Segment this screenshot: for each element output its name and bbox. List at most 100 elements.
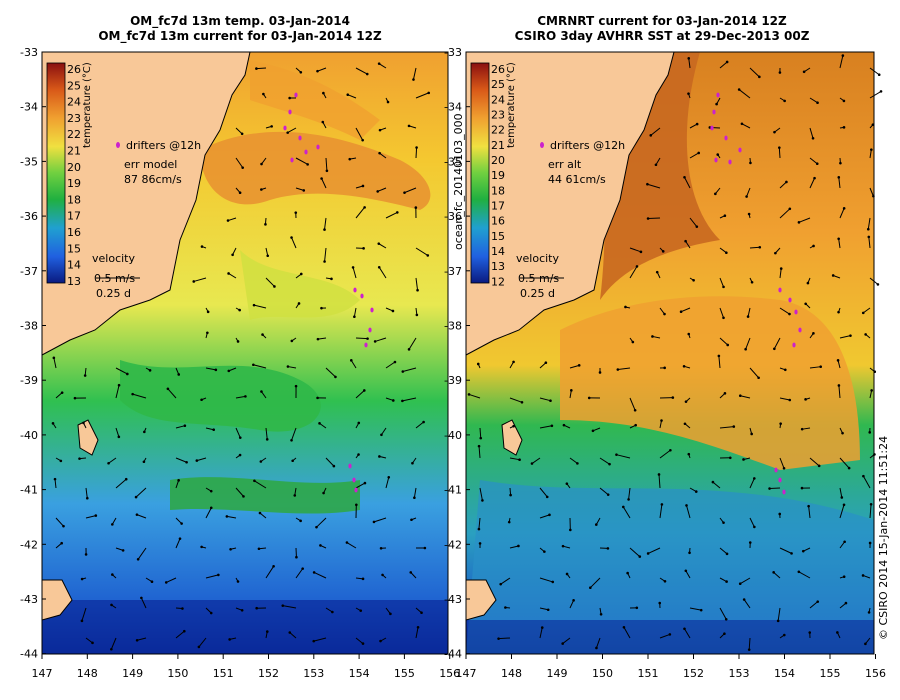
current-vector-head — [238, 453, 242, 457]
lon-tick-label: 147 — [32, 667, 53, 680]
current-vector — [749, 478, 755, 489]
left-velocity-label: velocity — [92, 252, 135, 265]
current-vector-head — [264, 223, 267, 226]
current-vector-head — [867, 611, 871, 614]
colorbar-tick-label: 19 — [491, 169, 505, 182]
current-vector — [869, 277, 879, 285]
colorbar-tick-label: 14 — [491, 245, 505, 258]
current-vector-head — [177, 373, 181, 376]
colorbar-tick-label: 24 — [491, 93, 505, 106]
current-vector-head — [200, 545, 203, 549]
current-vector-head — [807, 504, 810, 508]
current-vector-head — [512, 360, 515, 364]
current-vector-head — [634, 423, 637, 427]
current-vector-head — [773, 130, 776, 134]
current-vector-head — [361, 577, 365, 581]
current-vector-head — [683, 175, 686, 179]
current-vector — [539, 425, 552, 429]
right-coastline-mainland — [466, 52, 675, 356]
current-vector — [54, 479, 57, 489]
current-vector-head — [91, 641, 94, 645]
current-vector-head — [797, 221, 801, 224]
current-vector-head — [868, 431, 872, 434]
current-vector — [256, 67, 267, 70]
left-colorbar-label: temperature (°C) — [82, 62, 93, 148]
colorbar-tick-label: 20 — [67, 161, 81, 174]
current-vector-head — [776, 619, 780, 623]
colorbar-tick-label: 12 — [491, 275, 505, 288]
current-vector-head — [379, 639, 382, 643]
current-vector-head — [683, 627, 686, 631]
current-vector-head — [299, 70, 303, 74]
current-vector-head — [377, 242, 381, 245]
drifter-marker — [304, 149, 308, 155]
current-vector-head — [688, 551, 691, 555]
lon-tick-label: 153 — [729, 667, 750, 680]
current-vector — [205, 427, 214, 431]
left-colorbar-ticks: 26 25 24 23 22 21 20 19 18 17 16 15 14 13 — [67, 63, 81, 288]
lon-tick-label: 156 — [439, 667, 460, 680]
current-vector-head — [362, 389, 366, 392]
current-vector — [808, 506, 811, 519]
current-vector-head — [722, 316, 725, 320]
current-vector — [253, 364, 267, 369]
current-vector-head — [635, 606, 639, 610]
current-vector — [650, 127, 661, 136]
current-vector-head — [561, 544, 565, 548]
current-vector — [137, 547, 147, 560]
lat-tick-label: -35 — [444, 155, 462, 168]
current-vector-head — [290, 438, 293, 442]
right-map — [466, 52, 874, 654]
current-vector — [385, 477, 390, 489]
current-vector-head — [740, 122, 744, 126]
current-vector — [802, 427, 811, 430]
current-vector-head — [260, 188, 263, 191]
current-vector-head — [180, 522, 183, 525]
current-vector — [287, 366, 297, 369]
current-vector-head — [753, 477, 756, 480]
left-err-value: 87 86cm/s — [124, 173, 182, 186]
current-vector — [352, 267, 357, 279]
current-vector — [869, 187, 874, 197]
right-drifters-label: drifters @12h — [550, 139, 626, 152]
current-vector — [779, 208, 791, 219]
current-vector — [265, 427, 268, 440]
current-vector-head — [861, 574, 865, 577]
run-id-label: ocean_fc_20140103_000 — [452, 113, 465, 250]
current-vector — [324, 217, 327, 230]
colorbar-tick-label: 13 — [67, 275, 81, 288]
current-vector-head — [861, 311, 865, 315]
current-vector-head — [788, 207, 792, 211]
current-vector — [325, 157, 328, 171]
current-vector-head — [570, 389, 573, 392]
current-vector-head — [164, 581, 168, 584]
current-vector — [779, 547, 792, 554]
drifter-marker — [738, 147, 742, 153]
current-vector-head — [837, 310, 840, 314]
current-vector — [381, 427, 387, 436]
current-vector-head — [772, 571, 775, 574]
current-vector — [509, 545, 519, 549]
current-vector-head — [864, 333, 867, 336]
lon-tick-label: 156 — [865, 667, 886, 680]
current-vector — [688, 58, 691, 69]
current-vector-head — [361, 184, 365, 188]
current-vector-head — [200, 398, 203, 402]
current-vector-head — [82, 421, 85, 425]
current-vector — [265, 277, 275, 287]
lon-tick-label: 150 — [167, 667, 188, 680]
current-vector — [500, 577, 511, 585]
right-title-line1: CMRNRT current for 03-Jan-2014 12Z — [537, 14, 787, 28]
left-flinders-island — [77, 419, 99, 456]
drifter-marker — [364, 342, 368, 348]
current-vector-head — [725, 60, 729, 64]
current-vector-head — [316, 69, 319, 73]
current-vector — [838, 238, 841, 249]
current-vector-head — [753, 525, 756, 529]
lon-tick-label: 151 — [638, 667, 659, 680]
current-vector-head — [606, 547, 610, 550]
current-vector-head — [658, 601, 662, 605]
current-vector-head — [804, 398, 807, 401]
current-vector-head — [111, 573, 114, 576]
current-vector-head — [379, 546, 383, 550]
